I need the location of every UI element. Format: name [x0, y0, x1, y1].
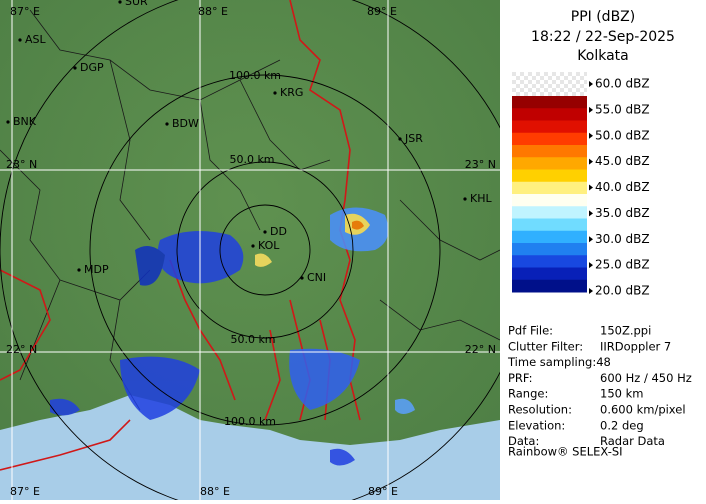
legend-swatch	[512, 132, 587, 146]
city-label: ASL	[25, 33, 47, 46]
legend-arrow	[589, 81, 593, 87]
legend-swatch	[512, 108, 587, 121]
timestamp: 18:22 / 22-Sep-2025	[531, 29, 675, 45]
info-panel: PPI (dBZ) 18:22 / 22-Sep-2025 Kolkata 60…	[507, 9, 692, 459]
grid	[0, 0, 500, 500]
legend-label: 55.0 dBZ	[595, 102, 650, 116]
legend-label: 60.0 dBZ	[595, 77, 650, 91]
city-label: KRG	[280, 86, 303, 99]
lon-label: 89° E	[368, 485, 398, 498]
lon-label: 89° E	[367, 5, 397, 18]
legend-transparent	[512, 72, 587, 96]
city-dot	[251, 244, 255, 248]
legend-label: 45.0 dBZ	[595, 154, 650, 168]
info-value: IIRDoppler 7	[600, 339, 671, 353]
legend-swatch	[512, 96, 587, 109]
lon-label: 87° E	[10, 5, 40, 18]
legend-swatch	[512, 157, 587, 170]
info-value: Radar Data	[600, 434, 665, 448]
info-label: Clutter Filter:	[508, 339, 583, 353]
legend-swatch	[512, 145, 587, 158]
city-dot	[165, 122, 169, 126]
lat-label: 22° N	[465, 343, 496, 356]
legend-arrow	[589, 106, 593, 113]
product: PPI (dBZ)	[571, 9, 635, 25]
info-label: Resolution:	[508, 403, 572, 417]
city-dot	[263, 230, 267, 234]
info-label: Elevation:	[508, 418, 565, 432]
legend-swatch	[512, 279, 587, 293]
legend-swatch	[512, 230, 587, 244]
info-label: Data:	[508, 434, 539, 448]
range-label: 50.0 km	[230, 333, 275, 346]
legend-arrow	[589, 288, 593, 294]
range-rings	[0, 0, 500, 500]
legend-label: 30.0 dBZ	[595, 232, 650, 246]
info-value: 0.600 km/pixel	[600, 403, 686, 417]
city-dot	[118, 0, 122, 4]
city-dot	[463, 197, 467, 201]
lon-label: 87° E	[10, 485, 40, 498]
legend-swatch	[512, 169, 587, 183]
legend-swatch	[512, 255, 587, 268]
legend-label: 20.0 dBZ	[595, 284, 650, 298]
legend-swatch	[512, 206, 587, 219]
city-label: DD	[270, 225, 287, 238]
legend-swatch	[512, 218, 587, 232]
range-label: 100.0 km	[229, 69, 281, 82]
lat-label: 23° N	[465, 158, 496, 171]
legend-label: 35.0 dBZ	[595, 206, 650, 220]
legend-label: 40.0 dBZ	[595, 180, 650, 194]
sea	[0, 395, 500, 500]
city-dot	[300, 276, 304, 280]
city-dot	[273, 91, 277, 95]
legend-label: 50.0 dBZ	[595, 128, 650, 142]
legend-arrow	[589, 210, 593, 217]
city-dot	[73, 66, 77, 70]
info-label: Pdf File:	[508, 324, 553, 338]
legend-arrow	[589, 132, 593, 139]
lon-label: 88° E	[198, 5, 228, 18]
city-label: KOL	[258, 239, 280, 252]
info-value: 600 Hz / 450 Hz	[600, 371, 692, 385]
legend-swatch	[512, 120, 587, 134]
site: Kolkata	[577, 48, 628, 64]
info-label: Time sampling:48	[507, 355, 611, 369]
city-label: BDW	[172, 117, 199, 130]
city-label: BNK	[13, 115, 37, 128]
legend-swatch	[512, 267, 587, 281]
legend-label: 25.0 dBZ	[595, 258, 650, 272]
city-dot	[77, 268, 81, 272]
footer: Rainbow® SELEX-SI	[508, 445, 623, 459]
info-label: PRF:	[508, 371, 533, 385]
lat-label: 22° N	[6, 343, 37, 356]
city-label: SUR	[125, 0, 148, 8]
legend-arrow	[589, 236, 593, 243]
info-value: 0.2 deg	[600, 418, 644, 432]
info-value: 150 km	[600, 387, 643, 401]
city-label: KHL	[470, 192, 492, 205]
info-label: Range:	[508, 387, 548, 401]
legend-arrow	[589, 262, 593, 269]
city-label: DGP	[80, 61, 104, 74]
legend-swatch	[512, 243, 587, 256]
range-label: 100.0 km	[224, 415, 276, 428]
range-label: 50.0 km	[229, 153, 274, 166]
city-label: CNI	[307, 271, 326, 284]
legend-arrow	[589, 158, 593, 165]
map: 87° E 87° E 88° E 88° E 89° E 89° E 23° N 23° N…	[0, 0, 500, 500]
legend-arrow	[589, 184, 593, 191]
info-value: 150Z.ppi	[600, 324, 651, 338]
city-label: MDP	[84, 263, 109, 276]
legend-swatch	[512, 181, 587, 195]
city-dot	[6, 120, 10, 124]
city-label: JSR	[404, 132, 423, 145]
lat-label: 23° N	[6, 158, 37, 171]
lon-label: 88° E	[200, 485, 230, 498]
city-dot	[398, 137, 402, 141]
legend-swatch	[512, 194, 587, 207]
city-dot	[18, 38, 22, 42]
